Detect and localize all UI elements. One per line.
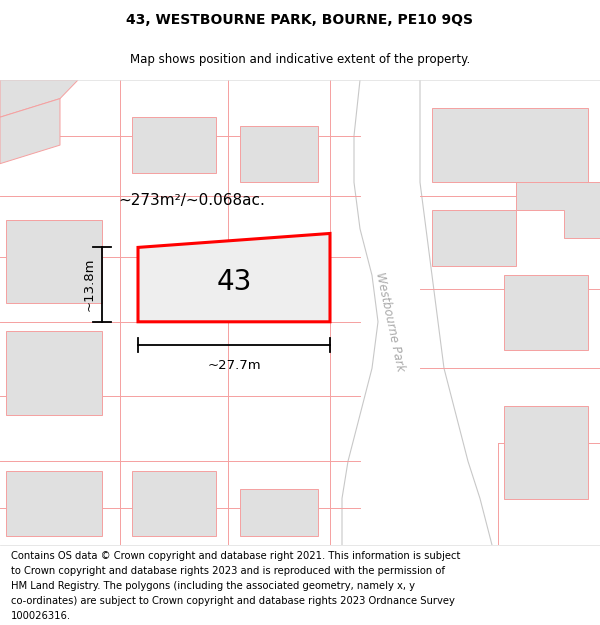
Bar bbox=[240, 489, 318, 536]
Bar bbox=[432, 210, 516, 266]
Text: Westbourne Park: Westbourne Park bbox=[373, 271, 407, 372]
Polygon shape bbox=[0, 99, 60, 164]
Polygon shape bbox=[0, 80, 78, 118]
Polygon shape bbox=[516, 182, 600, 238]
Text: ~13.8m: ~13.8m bbox=[83, 258, 96, 311]
Bar bbox=[6, 471, 102, 536]
Bar bbox=[504, 406, 588, 499]
Text: 43, WESTBOURNE PARK, BOURNE, PE10 9QS: 43, WESTBOURNE PARK, BOURNE, PE10 9QS bbox=[127, 13, 473, 27]
Bar bbox=[132, 471, 216, 536]
Bar bbox=[6, 219, 102, 303]
Text: ~27.7m: ~27.7m bbox=[207, 359, 261, 372]
Bar bbox=[432, 108, 588, 182]
Text: 43: 43 bbox=[217, 268, 251, 296]
Text: 100026316.: 100026316. bbox=[11, 611, 71, 621]
Text: Contains OS data © Crown copyright and database right 2021. This information is : Contains OS data © Crown copyright and d… bbox=[11, 551, 460, 561]
Polygon shape bbox=[138, 234, 330, 322]
Bar bbox=[504, 275, 588, 350]
Polygon shape bbox=[342, 80, 492, 545]
Text: co-ordinates) are subject to Crown copyright and database rights 2023 Ordnance S: co-ordinates) are subject to Crown copyr… bbox=[11, 596, 455, 606]
Text: Map shows position and indicative extent of the property.: Map shows position and indicative extent… bbox=[130, 54, 470, 66]
Text: ~273m²/~0.068ac.: ~273m²/~0.068ac. bbox=[119, 193, 265, 208]
Text: HM Land Registry. The polygons (including the associated geometry, namely x, y: HM Land Registry. The polygons (includin… bbox=[11, 581, 415, 591]
Bar bbox=[132, 118, 216, 173]
Text: to Crown copyright and database rights 2023 and is reproduced with the permissio: to Crown copyright and database rights 2… bbox=[11, 566, 445, 576]
Bar bbox=[240, 126, 318, 182]
Bar bbox=[6, 331, 102, 415]
